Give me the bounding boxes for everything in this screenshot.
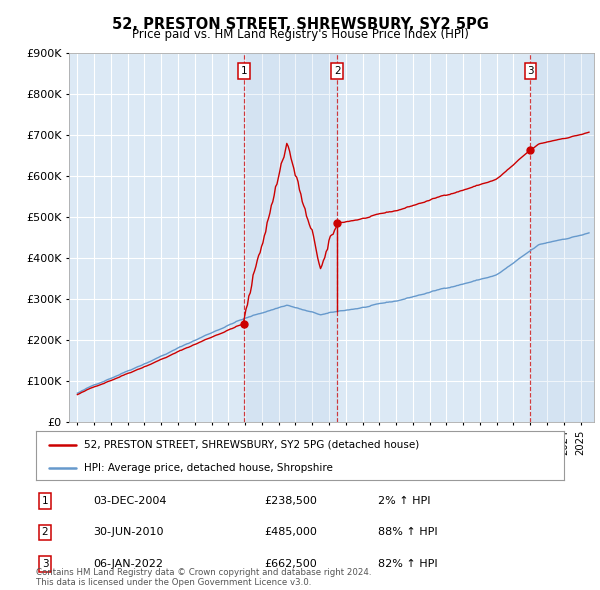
Text: 2: 2 — [41, 527, 49, 537]
Text: 82% ↑ HPI: 82% ↑ HPI — [378, 559, 437, 569]
Text: 06-JAN-2022: 06-JAN-2022 — [93, 559, 163, 569]
Text: 2: 2 — [334, 66, 341, 76]
Text: 2% ↑ HPI: 2% ↑ HPI — [378, 496, 431, 506]
Text: 1: 1 — [41, 496, 49, 506]
Bar — [244, 53, 337, 422]
Bar — [530, 53, 594, 422]
Text: £238,500: £238,500 — [264, 496, 317, 506]
Text: 88% ↑ HPI: 88% ↑ HPI — [378, 527, 437, 537]
Text: 1: 1 — [241, 66, 247, 76]
Text: 30-JUN-2010: 30-JUN-2010 — [93, 527, 163, 537]
Text: Contains HM Land Registry data © Crown copyright and database right 2024.
This d: Contains HM Land Registry data © Crown c… — [36, 568, 371, 587]
Text: 3: 3 — [41, 559, 49, 569]
Text: 52, PRESTON STREET, SHREWSBURY, SY2 5PG (detached house): 52, PRESTON STREET, SHREWSBURY, SY2 5PG … — [83, 440, 419, 450]
Text: 03-DEC-2004: 03-DEC-2004 — [93, 496, 167, 506]
Text: £662,500: £662,500 — [264, 559, 317, 569]
Text: Price paid vs. HM Land Registry's House Price Index (HPI): Price paid vs. HM Land Registry's House … — [131, 28, 469, 41]
Text: £485,000: £485,000 — [264, 527, 317, 537]
Text: 3: 3 — [527, 66, 534, 76]
Text: 52, PRESTON STREET, SHREWSBURY, SY2 5PG: 52, PRESTON STREET, SHREWSBURY, SY2 5PG — [112, 17, 488, 31]
Text: HPI: Average price, detached house, Shropshire: HPI: Average price, detached house, Shro… — [83, 463, 332, 473]
